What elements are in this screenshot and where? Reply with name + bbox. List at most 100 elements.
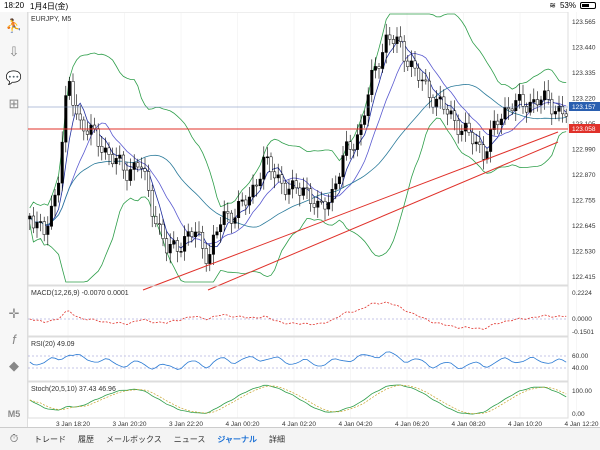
candle-body [463, 122, 467, 132]
candle-body [67, 81, 71, 96]
candle-body [204, 248, 208, 264]
price-tick: 122.645 [572, 223, 596, 230]
price-tick: 123.335 [572, 70, 596, 77]
candle-body [287, 188, 291, 195]
candle-body [53, 194, 57, 207]
price-tick: 123.565 [572, 19, 596, 26]
candle-body [438, 96, 442, 100]
tab-journal[interactable]: ジャーナル [217, 434, 257, 444]
candle-body [445, 108, 449, 115]
line-price-box: 123.058 [569, 124, 600, 133]
candle-body [539, 99, 543, 106]
candle-body [399, 36, 403, 42]
stoch-axis-100: 100.00 [572, 388, 592, 395]
crosshair-icon[interactable]: ✛ [8, 306, 20, 321]
candle-body [481, 144, 485, 160]
price-chart-svg[interactable]: EURJPY, M5 123.565123.440123.335123.2201… [28, 12, 600, 427]
candle-body [255, 184, 259, 187]
candle-body [172, 240, 176, 245]
candle-body [211, 234, 215, 255]
candle-body [28, 215, 32, 220]
tab-details[interactable]: 詳細 [268, 434, 285, 444]
candle-body [201, 232, 205, 249]
price-tick: 122.990 [572, 147, 596, 154]
candle-body [363, 115, 367, 125]
candle-body [402, 41, 406, 62]
line-price: 123.058 [572, 126, 596, 133]
candle-body [496, 120, 500, 126]
stoch-label: Stoch(20,5,10) 37.43 46.96 [31, 386, 116, 393]
candle-body [82, 119, 86, 132]
candle-body [168, 243, 172, 254]
candle-body [193, 231, 197, 237]
candle-body [550, 99, 554, 115]
candle-body [183, 236, 187, 252]
function-icon[interactable]: f [12, 332, 16, 347]
person-icon[interactable]: ⛹ [5, 18, 23, 33]
rsi-panel [28, 336, 569, 382]
time-tick: 4 Jan 02:20 [282, 421, 316, 427]
candle-body [532, 99, 536, 103]
candle-body [409, 60, 413, 67]
add-panel-icon[interactable]: ⊞ [8, 96, 20, 111]
left-toolbar: ⛹ ⇩ 💬 ⊞ ✛ f ◆ M5 [0, 12, 28, 427]
candle-body [208, 254, 212, 264]
candle-body [507, 107, 511, 110]
wifi-icon: ≋ [549, 1, 556, 10]
time-tick: 3 Jan 18:20 [56, 421, 90, 427]
chart-area[interactable]: EURJPY, M5 123.565 123.440 123.335 123.220 1… [28, 12, 600, 427]
macd-axis-zero: 0.0000 [572, 316, 592, 323]
candle-body [546, 90, 550, 100]
trendline-1[interactable] [142, 131, 559, 291]
rsi-axis-60: 60.00 [572, 353, 589, 360]
candle-body [424, 79, 428, 82]
candle-body [143, 168, 147, 172]
candle-body [222, 211, 226, 225]
candle-body [49, 205, 53, 227]
tab-history[interactable]: 履歴 [78, 434, 94, 444]
battery-percent: 53% [559, 1, 576, 10]
candle-body [46, 226, 50, 235]
candle-body [190, 231, 194, 237]
clock-icon[interactable]: ⏱ [9, 432, 19, 445]
time-tick: 4 Jan 08:20 [452, 421, 486, 427]
candle-body [247, 196, 251, 206]
candle-body [215, 231, 219, 236]
candle-body [366, 94, 370, 116]
candle-body [391, 39, 395, 44]
candle-body [427, 80, 431, 98]
candle-body [276, 174, 280, 179]
candle-body [75, 105, 79, 115]
tab-news[interactable]: ニュース [173, 434, 206, 444]
candle-body [258, 178, 262, 187]
tab-trade[interactable]: トレード [34, 434, 66, 444]
trendline-2[interactable] [207, 141, 559, 291]
chat-icon[interactable]: 💬 [5, 70, 23, 85]
candle-body [273, 171, 277, 179]
rsi-axis-40: 40.00 [572, 365, 589, 372]
candle-body [283, 182, 287, 195]
candle-body [503, 107, 507, 120]
cloud-down-icon[interactable]: ⇩ [8, 44, 20, 59]
battery-icon [580, 2, 596, 9]
candle-body [312, 203, 316, 208]
shapes-icon[interactable]: ◆ [9, 358, 19, 373]
candle-body [197, 231, 201, 234]
candle-body [521, 94, 525, 107]
candle-body [111, 154, 115, 165]
tab-mailbox[interactable]: メールボックス [106, 434, 162, 444]
candle-body [381, 52, 385, 69]
candle-body [348, 141, 352, 150]
candle-body [492, 120, 496, 130]
candle-body [136, 162, 140, 168]
candle-body [39, 221, 43, 223]
candle-body [373, 66, 377, 71]
candle-body [125, 169, 129, 181]
candle-body [298, 187, 302, 196]
candle-body [175, 240, 179, 252]
candle-body [57, 182, 61, 196]
candle-body [291, 180, 295, 190]
timeframe-label[interactable]: M5 [7, 409, 21, 419]
candle-body [280, 174, 284, 184]
candle-body [345, 141, 349, 156]
